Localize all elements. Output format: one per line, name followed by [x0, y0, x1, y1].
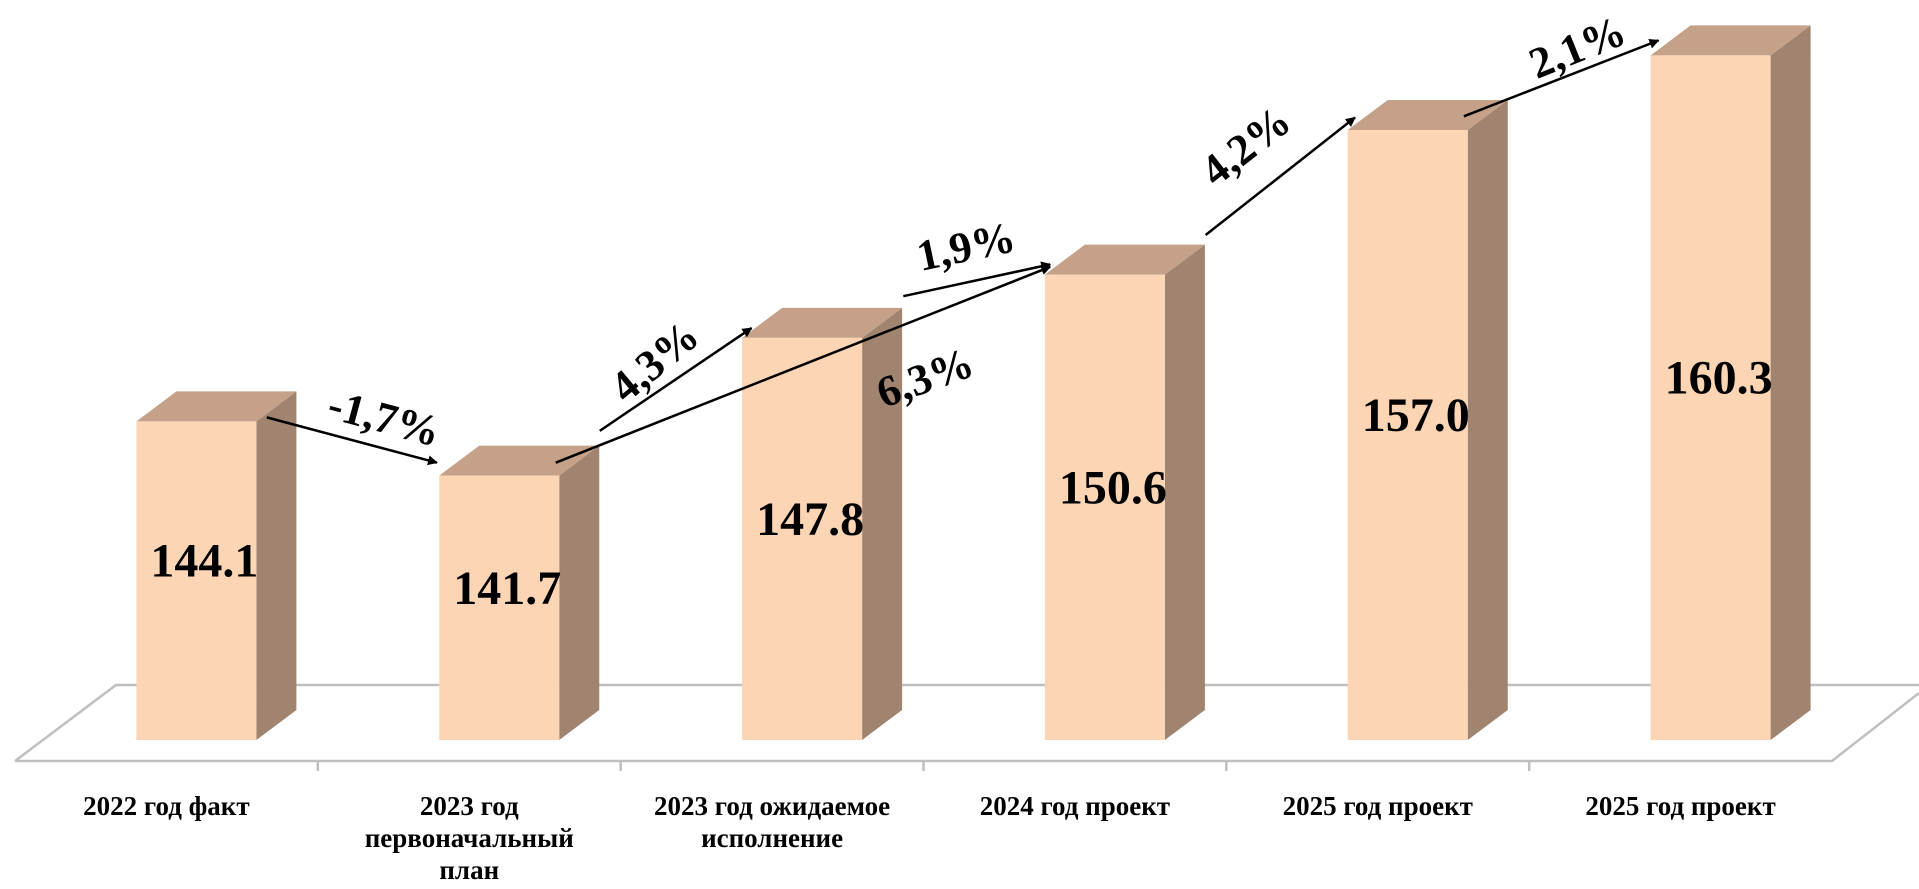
growth-label: -1,7%: [323, 380, 445, 457]
bar-side: [256, 391, 297, 740]
bar: [1044, 244, 1205, 740]
bar-front: [742, 337, 863, 740]
growth-arrow: [266, 416, 438, 466]
value-label: 157.0: [1362, 389, 1470, 442]
value-label: 141.7: [453, 562, 561, 615]
bar-side: [1164, 244, 1205, 740]
growth-label: 1,9%: [913, 212, 1020, 281]
bar: [439, 445, 600, 740]
growth-arrow: [599, 326, 753, 432]
bar-front: [1347, 129, 1468, 740]
value-label: 160.3: [1665, 352, 1773, 405]
bar-top: [1044, 244, 1205, 275]
growth-arrow: [1463, 39, 1660, 118]
growth-arrow: [903, 261, 1052, 298]
floor: [14, 683, 1919, 763]
bar-front: [1650, 55, 1771, 741]
growth-label: 2,1%: [1522, 6, 1632, 89]
bar: [1650, 25, 1811, 741]
bar: [136, 391, 297, 740]
value-label: 150.6: [1059, 461, 1167, 514]
bar-top: [742, 307, 903, 338]
category-label: 2025 год проект: [1282, 791, 1473, 821]
bar-top: [136, 391, 297, 422]
bar: [1347, 99, 1508, 740]
category-label: 2022 год факт: [83, 791, 250, 821]
floor-front: [15, 692, 1919, 763]
bar-front: [439, 475, 560, 740]
bar-side: [862, 307, 903, 740]
growth-label: 4,2%: [1192, 96, 1300, 196]
category-label: 2023 год ожидаемое исполнение: [654, 791, 891, 853]
bar-side: [1467, 99, 1508, 740]
bar-front: [1044, 274, 1165, 740]
category-label: 2023 год первоначальный план: [364, 791, 574, 885]
bar-front: [136, 421, 257, 740]
bar: [742, 307, 903, 740]
bar-top: [1650, 25, 1811, 56]
growth-arrow: [1204, 116, 1356, 236]
growth-label: 4,3%: [601, 311, 708, 412]
growth-arrow: [555, 265, 1052, 464]
value-label: 147.8: [756, 493, 864, 546]
bar-side: [1770, 25, 1811, 741]
value-label: 144.1: [150, 535, 258, 588]
bar-top: [439, 445, 600, 476]
category-label: 2024 год проект: [979, 791, 1171, 821]
floor-back: [14, 683, 1919, 762]
bar-top: [1347, 99, 1508, 130]
bar-side: [559, 445, 600, 740]
category-label: 2025 год проект: [1585, 791, 1776, 821]
